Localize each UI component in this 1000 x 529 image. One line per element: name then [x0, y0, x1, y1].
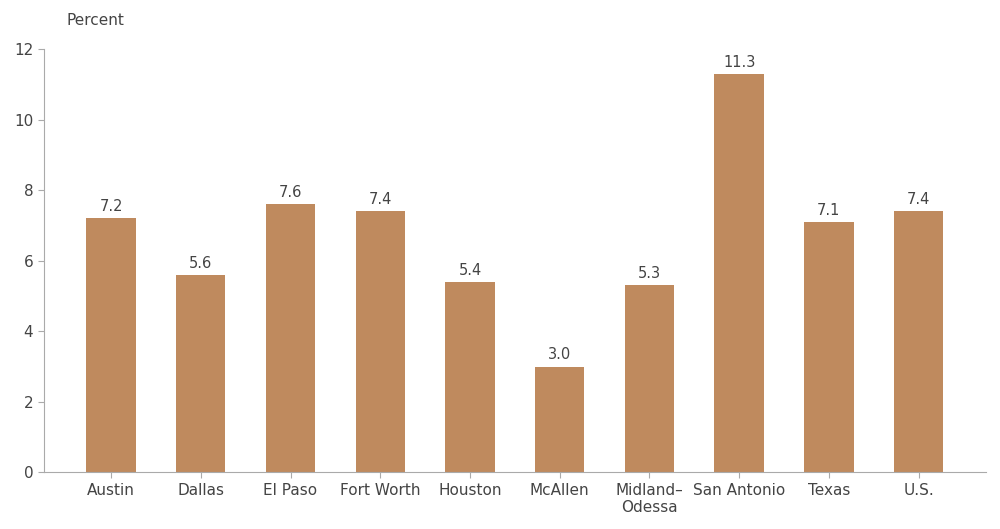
Bar — [804, 222, 854, 472]
Text: 11.3: 11.3 — [723, 54, 755, 70]
Text: 5.6: 5.6 — [189, 256, 212, 271]
Bar — [714, 74, 764, 472]
Text: 7.4: 7.4 — [369, 192, 392, 207]
Text: 7.2: 7.2 — [99, 199, 123, 214]
Bar — [625, 286, 674, 472]
Text: 5.4: 5.4 — [458, 263, 482, 278]
Text: Percent: Percent — [66, 13, 124, 28]
Text: 7.4: 7.4 — [907, 192, 930, 207]
Bar — [86, 218, 136, 472]
Bar — [445, 282, 495, 472]
Bar — [535, 367, 584, 472]
Bar — [266, 204, 315, 472]
Text: 7.1: 7.1 — [817, 203, 841, 218]
Bar — [356, 212, 405, 472]
Text: 7.6: 7.6 — [279, 185, 302, 200]
Text: 3.0: 3.0 — [548, 348, 571, 362]
Text: 5.3: 5.3 — [638, 266, 661, 281]
Bar — [176, 275, 225, 472]
Bar — [894, 212, 943, 472]
